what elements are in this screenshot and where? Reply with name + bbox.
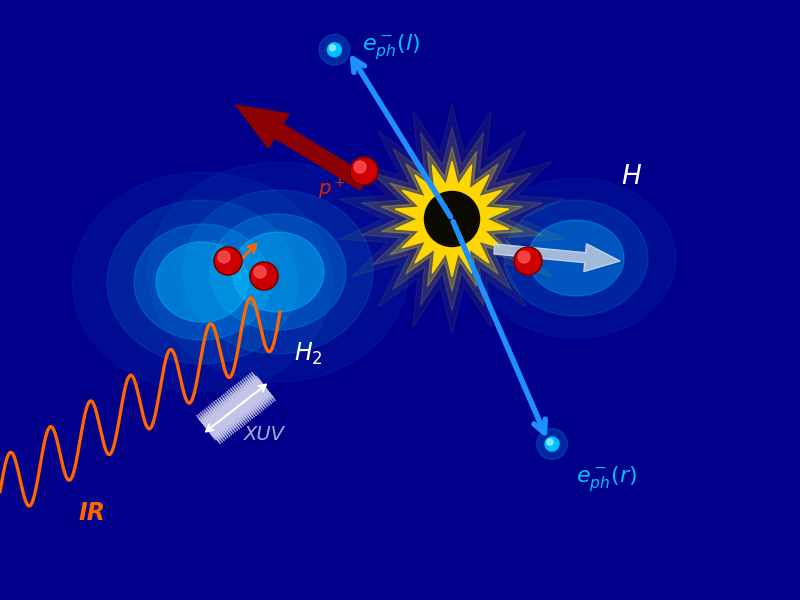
Circle shape: [545, 437, 559, 451]
Ellipse shape: [476, 178, 676, 338]
Ellipse shape: [183, 190, 373, 354]
Polygon shape: [381, 147, 523, 291]
Circle shape: [514, 247, 542, 275]
Circle shape: [319, 34, 350, 65]
Text: XUV: XUV: [243, 425, 285, 445]
FancyArrow shape: [236, 105, 368, 190]
Polygon shape: [362, 127, 542, 311]
FancyArrow shape: [494, 244, 620, 272]
Polygon shape: [395, 161, 509, 277]
Circle shape: [330, 45, 335, 51]
Ellipse shape: [232, 232, 324, 312]
Circle shape: [518, 251, 530, 263]
Ellipse shape: [504, 200, 648, 316]
Text: $e^-_{ph}(r)$: $e^-_{ph}(r)$: [576, 465, 637, 494]
Text: $H$: $H$: [622, 164, 642, 190]
Circle shape: [537, 428, 567, 460]
Ellipse shape: [148, 162, 408, 382]
Circle shape: [547, 439, 553, 445]
Circle shape: [250, 262, 278, 290]
Ellipse shape: [210, 214, 346, 330]
Circle shape: [214, 247, 242, 275]
Circle shape: [350, 157, 378, 185]
Polygon shape: [338, 104, 566, 334]
Text: $H_2$: $H_2$: [294, 341, 322, 367]
Ellipse shape: [72, 172, 332, 392]
Text: IR: IR: [78, 501, 106, 525]
Circle shape: [327, 43, 342, 57]
Circle shape: [425, 191, 479, 247]
Ellipse shape: [107, 200, 297, 364]
Circle shape: [354, 161, 366, 173]
Text: $e^-_{ph}(l)$: $e^-_{ph}(l)$: [362, 33, 420, 62]
Circle shape: [218, 251, 230, 263]
Ellipse shape: [134, 224, 270, 340]
Ellipse shape: [528, 220, 624, 296]
Text: $p^+$: $p^+$: [318, 176, 346, 202]
Circle shape: [254, 266, 266, 278]
Ellipse shape: [156, 242, 248, 322]
